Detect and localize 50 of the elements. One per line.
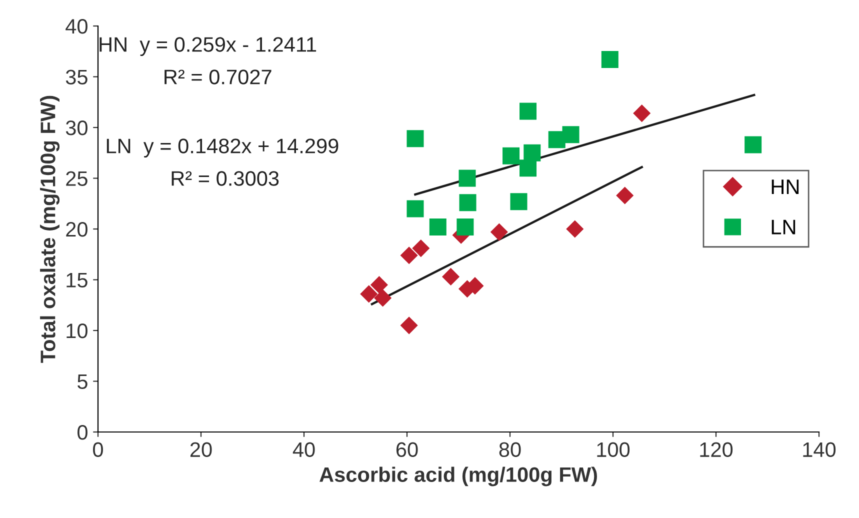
point xyxy=(520,102,537,120)
point xyxy=(616,186,634,204)
x-tick-label: 20 xyxy=(190,442,212,458)
y-axis-title: Total oxalate (mg/100g FW) xyxy=(40,96,60,363)
point xyxy=(406,130,424,148)
x-tick-label: 60 xyxy=(396,442,418,458)
x-tick-label: 120 xyxy=(700,442,733,458)
annotation: R² = 0.3003 xyxy=(172,171,279,186)
point xyxy=(524,144,541,162)
x-tick-label: 100 xyxy=(597,442,630,458)
point xyxy=(412,240,430,258)
point xyxy=(458,170,476,187)
point xyxy=(429,218,446,236)
y-tick-label: 35 xyxy=(66,70,88,85)
point xyxy=(456,218,474,236)
annotation: HN y = 0.259x - 1.2411 xyxy=(100,37,316,56)
point xyxy=(502,147,520,164)
point xyxy=(562,126,580,144)
point xyxy=(744,136,762,154)
x-tick-label: 140 xyxy=(803,442,836,458)
point xyxy=(442,268,460,286)
y-tick-label: 30 xyxy=(66,120,88,136)
x-tick-label: 40 xyxy=(292,442,315,458)
point xyxy=(370,276,388,294)
legend-label: HN xyxy=(772,180,799,194)
x-axis-title: Ascorbic acid (mg/100g FW) xyxy=(320,466,597,486)
y-tick-label: 40 xyxy=(66,19,88,34)
point xyxy=(400,246,418,264)
y-tick-label: 0 xyxy=(78,425,88,440)
y-tick-label: 20 xyxy=(66,222,88,237)
point xyxy=(360,285,378,303)
x-tick-label: 80 xyxy=(499,442,521,458)
y-tick-label: 5 xyxy=(78,374,88,390)
point xyxy=(490,223,508,241)
legend-label: LN xyxy=(772,220,796,234)
y-tick-label: 25 xyxy=(66,171,88,186)
point xyxy=(520,160,537,177)
annotation: LN y = 0.1482x + 14.299 xyxy=(106,138,338,158)
point xyxy=(510,193,528,210)
x-tick-label: 0 xyxy=(93,442,103,458)
point xyxy=(459,194,476,212)
y-tick-label: 10 xyxy=(66,324,88,338)
annotation: R² = 0.7027 xyxy=(164,70,272,84)
point xyxy=(566,220,584,238)
point xyxy=(633,104,651,122)
point xyxy=(374,289,392,307)
point xyxy=(400,316,418,334)
point xyxy=(406,200,424,218)
y-tick-label: 15 xyxy=(66,272,88,288)
point xyxy=(601,50,618,68)
